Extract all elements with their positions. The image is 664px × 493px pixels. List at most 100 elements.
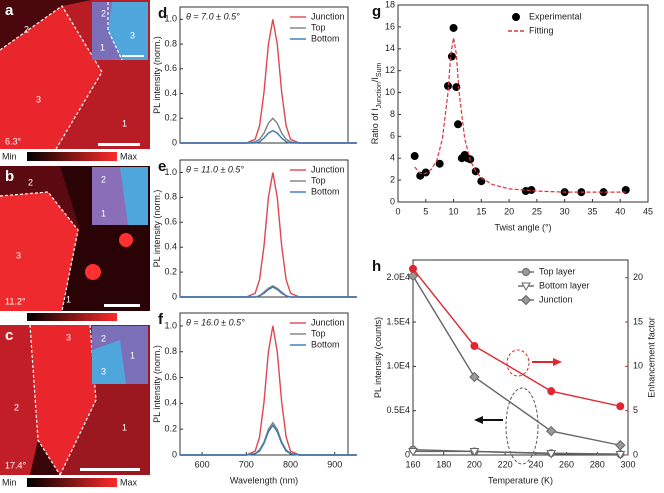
colorbar-max: Max	[120, 477, 138, 487]
y2-axis-label: Enhancement factor	[646, 317, 656, 398]
x-tick-label: 25	[532, 206, 542, 216]
x-tick-label: 30	[560, 206, 570, 216]
y-tick-label: 0	[390, 196, 395, 206]
y-axis-label-part: /I	[370, 77, 380, 82]
legend-label: Junction	[311, 11, 345, 21]
region-label: 1	[122, 118, 127, 128]
chart-title: θ = 11.0 ± 0.5°	[186, 164, 244, 174]
y-tick-label: 0.2	[164, 266, 177, 276]
region-label: 3	[16, 250, 21, 260]
legend-label: Bottom	[311, 186, 340, 196]
x-tick-label: 5	[423, 206, 428, 216]
y-tick-label: 6	[390, 131, 395, 141]
y2-tick-label: 20	[633, 272, 643, 282]
x-tick-label: 35	[587, 206, 597, 216]
y-axis-label-part: Junction	[376, 82, 383, 108]
y-tick-label: 18	[385, 0, 395, 9]
series-line	[180, 286, 357, 298]
marker	[421, 168, 430, 177]
region-label: 2	[24, 24, 29, 34]
region-label: 2	[28, 177, 33, 187]
legend-marker	[520, 294, 532, 306]
y-axis-label: Ratio of IJunction/ISum	[370, 63, 383, 145]
y-tick-label: 10	[385, 87, 395, 97]
y-tick-label: 0.6	[164, 63, 177, 73]
x-tick-label: 15	[476, 206, 486, 216]
plot-frame	[179, 6, 349, 144]
series-line	[180, 284, 357, 298]
y-tick-label: 1.0	[164, 320, 177, 330]
plot-frame	[397, 4, 649, 203]
legend-label: Top	[311, 328, 326, 338]
y-axis-label: PL intensity (norm.)	[152, 190, 162, 268]
series-line	[180, 421, 357, 456]
region-label: 1	[122, 422, 127, 432]
legend-marker	[512, 13, 520, 21]
plot-frame	[179, 312, 349, 456]
panel-letter: h	[372, 258, 381, 275]
legend-label: Experimental	[529, 11, 582, 21]
y-tick-label: 0.5E4	[386, 405, 410, 415]
marker	[616, 402, 625, 411]
panel-letter: c	[5, 327, 13, 344]
marker	[615, 451, 626, 460]
y-tick-label: 0.4	[164, 88, 177, 98]
panel-letter: g	[372, 3, 381, 20]
legend-label: Fitting	[529, 25, 554, 35]
y-tick-label: 1.5E4	[386, 316, 410, 326]
x-tick-label: 160	[405, 459, 420, 469]
y-tick-label: 0.6	[164, 372, 177, 382]
y-axis-label: PL intensity (norm.)	[152, 345, 162, 423]
y-tick-label: 0	[172, 449, 177, 459]
legend-label: Bottom	[311, 33, 340, 43]
y-tick-label: 0.8	[164, 38, 177, 48]
y-axis-label-part: Ratio of I	[370, 108, 380, 144]
inset-label: 2	[101, 333, 106, 343]
marker	[615, 440, 626, 451]
x-tick-label: 280	[590, 459, 605, 469]
y-tick-label: 1.0	[164, 14, 177, 24]
y-tick-label: 0.8	[164, 346, 177, 356]
annotation	[474, 349, 562, 465]
x-tick-label: 40	[615, 206, 625, 216]
marker	[409, 264, 417, 273]
y2-tick-label: 0	[633, 449, 638, 459]
y-axis-label-part: PL intensity (norm.)	[152, 345, 162, 423]
colorbar-min: Min	[2, 151, 17, 161]
marker	[449, 23, 458, 32]
x-tick-label: 240	[528, 459, 543, 469]
image-b: b 2 3 1 2 1 11.2°	[0, 166, 150, 321]
colorbar-max: Max	[120, 151, 138, 161]
marker	[452, 83, 461, 92]
series-line	[412, 268, 621, 407]
y-tick-label: 0.4	[164, 242, 177, 252]
y-axis-label-part: Sum	[376, 63, 383, 78]
y-tick-label: 0.8	[164, 192, 177, 202]
region-label: 1	[66, 294, 71, 304]
panel-letter: d	[158, 5, 167, 22]
y-tick-label: 0.6	[164, 217, 177, 227]
series-line	[412, 275, 621, 446]
x-tick-label: 20	[504, 206, 514, 216]
colorbar-min: Min	[2, 477, 17, 487]
x-tick-label: 700	[239, 459, 254, 469]
marker	[447, 52, 456, 61]
y-axis-label-part: PL intensity (norm.)	[152, 36, 162, 114]
region-label: 3	[36, 94, 41, 104]
region-label: 3	[66, 332, 71, 342]
inset-label: 2	[101, 8, 106, 18]
y-tick-label: 16	[385, 21, 395, 31]
y-tick-label: 4	[390, 153, 395, 163]
y-tick-label: 1.0E4	[386, 361, 410, 371]
marker	[408, 447, 418, 457]
y2-tick-label: 15	[633, 316, 643, 326]
x-tick-label: 260	[559, 459, 574, 469]
plot-frame	[179, 159, 349, 298]
x-tick-label: 600	[195, 459, 210, 469]
series-line	[413, 450, 621, 456]
legend-label: Top	[311, 22, 326, 32]
y2-tick-label: 5	[633, 405, 638, 415]
legend-marker	[521, 282, 531, 292]
x-tick-label: 10	[449, 206, 459, 216]
